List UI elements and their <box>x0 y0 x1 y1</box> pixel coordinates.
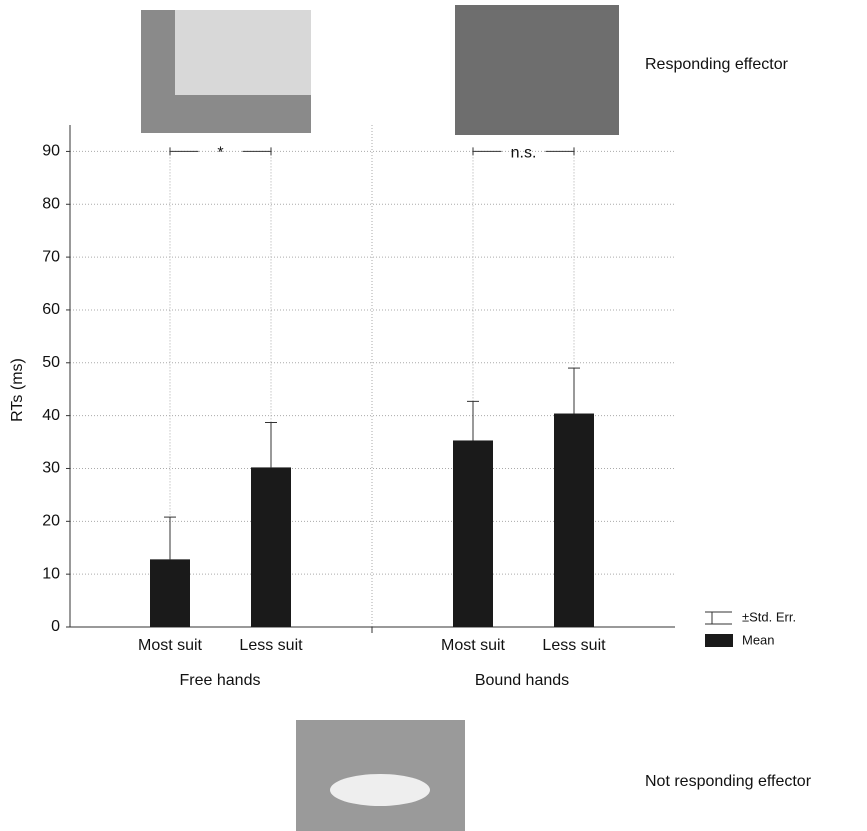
legend-label: ±Std. Err. <box>742 609 796 624</box>
legend-label: Mean <box>742 632 775 647</box>
y-tick-label: 60 <box>42 301 60 318</box>
significance-label: * <box>217 145 223 162</box>
y-tick-label: 30 <box>42 460 60 477</box>
photo-shoe <box>330 774 430 806</box>
x-tick-label: Most suit <box>138 637 203 654</box>
y-tick-label: 10 <box>42 565 60 582</box>
photo-label: Responding effector <box>645 56 789 73</box>
x-tick-label: Less suit <box>542 637 606 654</box>
y-tick-label: 90 <box>42 143 60 160</box>
group-label: Free hands <box>180 672 261 689</box>
bar <box>554 414 594 627</box>
y-tick-label: 70 <box>42 248 60 265</box>
y-tick-label: 80 <box>42 195 60 212</box>
bar <box>150 559 190 627</box>
figure: Responding effector Not responding effec… <box>0 0 867 831</box>
x-tick-label: Less suit <box>239 637 303 654</box>
x-tick-label: Most suit <box>441 637 506 654</box>
y-axis-label: RTs (ms) <box>9 358 26 422</box>
group-label: Bound hands <box>475 672 569 689</box>
photo-table <box>175 10 311 95</box>
y-tick-label: 0 <box>51 618 60 635</box>
significance-label: n.s. <box>511 145 537 162</box>
photo-label: Not responding effector <box>645 773 812 790</box>
photo-bound-hands <box>455 5 619 135</box>
legend-swatch <box>705 634 733 647</box>
y-tick-label: 50 <box>42 354 60 371</box>
bar <box>453 440 493 627</box>
bar <box>251 467 291 627</box>
y-tick-label: 20 <box>42 513 60 530</box>
y-tick-label: 40 <box>42 407 60 424</box>
